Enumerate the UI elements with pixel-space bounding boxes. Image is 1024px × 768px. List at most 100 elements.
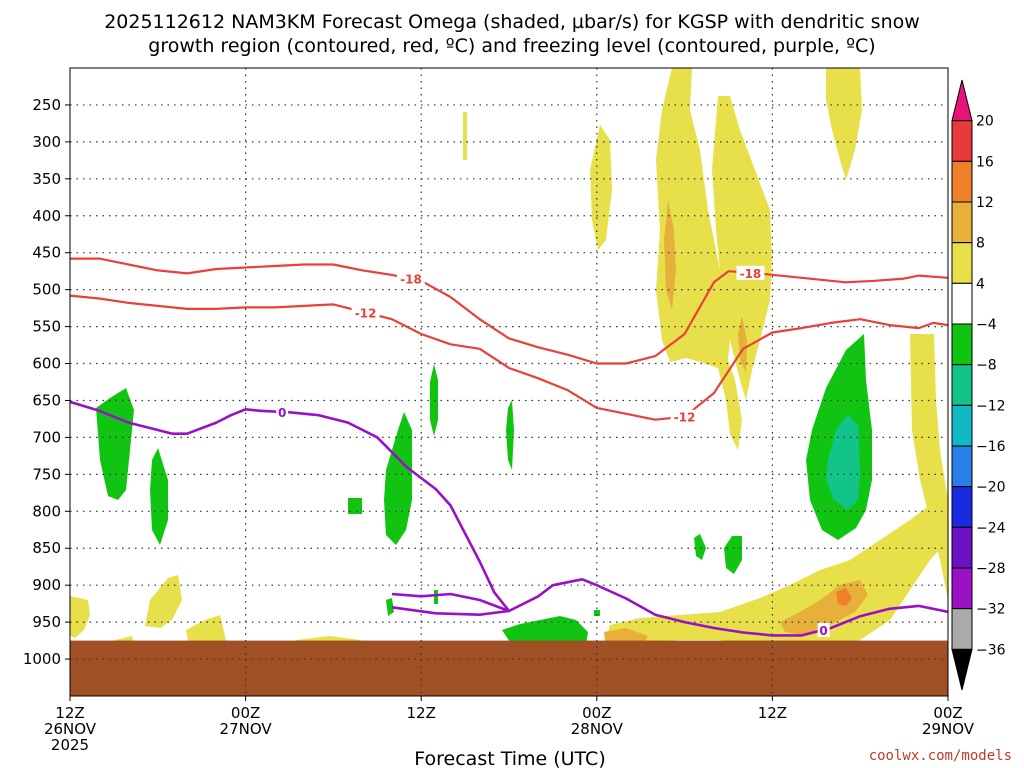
credit-text: coolwx.com/models — [869, 748, 1012, 764]
colorbar-level-label: −28 — [976, 561, 1006, 577]
colorbar-level-label: −32 — [976, 602, 1006, 618]
y-tick-label: 900 — [32, 576, 61, 594]
y-tick-label: 800 — [32, 502, 61, 520]
colorbar-level-label: −4 — [976, 317, 997, 333]
y-tick-label: 700 — [32, 428, 61, 446]
colorbar-cell — [951, 323, 973, 366]
shade-green-low-4 — [594, 610, 600, 616]
contour-label-background — [351, 305, 380, 320]
colorbar-level-label: −16 — [976, 439, 1006, 455]
shade-orange-streak-1 — [664, 200, 676, 310]
contour-label-background — [396, 271, 425, 286]
colorbar-cell — [951, 120, 973, 162]
shade-green-small-2 — [694, 534, 706, 560]
y-tick-label: 300 — [32, 133, 61, 151]
colorbar-cell — [951, 79, 973, 122]
y-tick-label: 400 — [32, 207, 61, 225]
colorbar-level-label: 16 — [976, 154, 994, 170]
chart-title-line-2: growth region (contoured, red, ºC) and f… — [148, 35, 875, 57]
contour-line — [70, 257, 948, 365]
colorbar-cell — [951, 160, 973, 203]
colorbar-cell — [951, 445, 973, 488]
colorbar-cell — [951, 648, 973, 691]
contour-label: 0 — [278, 406, 286, 420]
x-tick-label: 29NOV — [922, 720, 975, 738]
colorbar-cell — [951, 608, 973, 650]
colorbar-cell — [951, 486, 973, 528]
colorbar-level-label: −8 — [976, 358, 997, 374]
x-tick-label: 28NOV — [571, 720, 624, 738]
y-tick-label: 850 — [32, 539, 61, 557]
contour-label-background — [736, 265, 765, 280]
y-tick-label: 600 — [32, 355, 61, 373]
shade-yellow-thin-top — [463, 112, 467, 160]
y-tick-label: 500 — [32, 281, 61, 299]
shade-yellow-upper-right — [656, 68, 742, 450]
colorbar-level-label: 20 — [976, 114, 994, 130]
omega-shading-layer — [70, 68, 948, 666]
x-tick-label: 00Z — [582, 704, 611, 722]
shade-yellow-upper-mid — [590, 125, 612, 250]
shade-green-left-2 — [150, 448, 168, 545]
y-tick-label: 950 — [32, 613, 61, 631]
shade-green-small-3 — [724, 536, 742, 574]
y-tick-label: 750 — [32, 465, 61, 483]
chart-title-line-1: 2025112612 NAM3KM Forecast Omega (shaded… — [104, 11, 920, 33]
colorbar-level-label: 12 — [976, 195, 994, 211]
colorbar-level-label: −20 — [976, 480, 1006, 496]
contour-label-background — [670, 409, 699, 424]
x-tick-label: 12Z — [758, 704, 787, 722]
contour-line — [70, 400, 948, 637]
contour-label-background — [817, 622, 830, 637]
shade-orange-streak-2 — [738, 316, 747, 372]
colorbar-cell — [951, 242, 973, 284]
contour-label: -12 — [355, 307, 377, 321]
contour-line — [70, 294, 948, 421]
y-tick-label: 350 — [32, 170, 61, 188]
shade-green-left-1 — [96, 388, 134, 500]
y-tick-label: 250 — [32, 96, 61, 114]
contour-label-background — [276, 404, 289, 419]
grid-lines — [70, 68, 948, 696]
ground-below-surface — [70, 640, 948, 696]
shade-yellow-low-2 — [145, 575, 182, 628]
x-tick-label: 12Z — [55, 704, 84, 722]
colorbar-cell — [951, 282, 973, 325]
shade-green-low-2 — [434, 590, 438, 604]
shade-green-low-1 — [386, 598, 394, 616]
y-axis-ticks: 250 300 350 400 450 500 550 600 650 700 750 800 850 9… — [23, 96, 70, 668]
x-tick-label: 12Z — [407, 704, 436, 722]
contour-labels: -18 -18 -12 -12 0 0 — [276, 265, 830, 638]
contour-lines — [70, 257, 948, 637]
contour-label: -18 — [400, 273, 422, 287]
colorbar-cell — [951, 364, 973, 406]
y-tick-label: 550 — [32, 318, 61, 336]
shade-yellow-upper-right-2 — [712, 96, 772, 400]
x-tick-label: 00Z — [933, 704, 962, 722]
x-tick-label: 26NOV — [44, 720, 97, 738]
plot-frame — [69, 67, 949, 697]
contour-line — [391, 592, 511, 617]
colorbar-level-label: 8 — [976, 236, 985, 252]
colorbar-cell — [951, 404, 973, 447]
x-tick-label: 27NOV — [220, 720, 273, 738]
y-tick-label: 1000 — [23, 650, 61, 668]
contour-label: -12 — [674, 411, 696, 425]
colorbar: 20 16 12 8 4 −4 −8 −12 −16 −20 −24 −28 −32 −36 — [951, 79, 1006, 691]
x-tick-label: 2025 — [51, 736, 89, 754]
colorbar-level-label: 4 — [976, 276, 985, 292]
shade-green-mid-1 — [384, 412, 412, 545]
contour-label: -18 — [740, 267, 762, 281]
shade-green-mid-3 — [506, 400, 514, 470]
shade-deeporange-core — [836, 588, 852, 606]
colorbar-level-label: −36 — [976, 642, 1006, 658]
x-axis-label: Forecast Time (UTC) — [414, 748, 605, 768]
contour-label: 0 — [819, 624, 827, 638]
colorbar-cell — [951, 201, 973, 244]
y-tick-label: 650 — [32, 391, 61, 409]
shade-yellow-top-far-right — [826, 68, 862, 180]
colorbar-cell — [951, 567, 973, 610]
colorbar-cell — [951, 526, 973, 569]
